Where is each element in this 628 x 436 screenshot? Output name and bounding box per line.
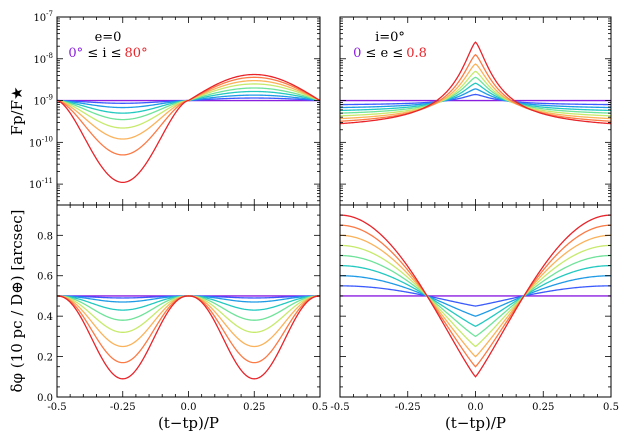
annotation-relation: ≤ e ≤	[361, 46, 403, 61]
series-line-e=0.1	[340, 285, 611, 307]
y-tick-exponent: -8	[46, 52, 53, 60]
panel-top_right: i=0°0 ≤ e ≤0.8	[339, 16, 612, 206]
series-line-i=80°	[56, 295, 321, 380]
series-line-i=80°	[56, 73, 321, 184]
series-line-e=0.3	[339, 82, 612, 112]
series-line-e=0.4	[340, 254, 611, 338]
panel-bottom_left: -0.5 -0.25 0.0 0.25 0.5 0.0 0.2 0.4 0.6 0.8	[37, 204, 328, 413]
series-line-i=70°	[56, 295, 321, 364]
y-tick-label: 10-11	[29, 177, 53, 191]
y-tick-label: 0.4	[37, 312, 53, 323]
y-tick-label: 0.8	[37, 231, 53, 242]
annotation-relation: ≤ i ≤	[83, 46, 121, 61]
annotation-line1: i=0°	[375, 30, 405, 45]
series-line-e=0.7	[339, 53, 612, 122]
annotation-line2: 0° ≤ i ≤ 80°	[68, 46, 147, 61]
y-tick-label: 10-7	[33, 10, 53, 24]
series-line-e=0.2	[340, 275, 611, 317]
series-line-e=0.1	[340, 93, 611, 106]
series-line-e=0.6	[339, 234, 612, 358]
x-tick-label: 0.5	[603, 402, 619, 413]
series-line-i=20°	[56, 94, 321, 109]
series-line-i=30°	[57, 295, 320, 311]
axes-frame	[56, 204, 321, 398]
y-tick-exponent: -11	[42, 177, 53, 185]
x-tick-label: -0.25	[110, 402, 136, 413]
y-tick-exponent: -9	[46, 94, 53, 102]
series-line-e=0.5	[339, 244, 612, 348]
annotation-line1: e=0	[95, 30, 122, 45]
y-axis-label-flux: Fp/F★	[8, 87, 26, 136]
y-tick-label: 10-10	[29, 135, 53, 149]
annotation-min-value: 0	[353, 46, 361, 61]
series-line-e=0.2	[339, 88, 612, 109]
x-axis-label: (t−tp)/P	[158, 414, 219, 432]
x-tick-label: 0.25	[532, 402, 554, 413]
x-tick-label: 0.0	[181, 402, 197, 413]
series-line-e=0.6	[339, 63, 612, 120]
annotation-max-value: 80°	[125, 46, 148, 61]
series-line-e=0.8	[339, 214, 612, 378]
y-tick-label: 0.6	[37, 272, 53, 283]
y-tick-base: 10	[29, 138, 42, 149]
y-tick-label: 0.0	[37, 393, 53, 404]
x-tick-label: 0.25	[243, 402, 265, 413]
series-line-i=70°	[56, 76, 321, 156]
panel-bottom_right: -0.5 -0.25 0.0 0.25 0.5	[330, 204, 619, 413]
x-tick-label: -0.25	[395, 402, 421, 413]
annotation-line2: 0 ≤ e ≤0.8	[353, 46, 427, 61]
x-tick-label: 0.5	[312, 402, 328, 413]
series-line-e=0.3	[339, 264, 612, 327]
y-tick-base: 10	[33, 55, 46, 66]
series-line-e=0.4	[339, 76, 612, 114]
y-tick-exponent: -7	[46, 10, 53, 18]
annotation-max-value: 0.8	[406, 46, 427, 61]
y-tick-label: 10-8	[33, 52, 53, 66]
y-tick-base: 10	[33, 97, 46, 108]
y-tick-label: 0.2	[37, 353, 53, 364]
annotation-min-value: 0°	[68, 46, 83, 61]
y-tick-label: 10-9	[33, 94, 53, 108]
y-tick-exponent: -10	[42, 135, 53, 143]
x-tick-label: 0.0	[468, 402, 484, 413]
series-line-e=0.7	[339, 224, 612, 368]
x-tick-label: -0.5	[47, 402, 66, 413]
x-axis-label: (t−tp)/P	[445, 414, 506, 432]
y-tick-base: 10	[29, 180, 42, 191]
series-line-e=0.5	[339, 70, 612, 117]
y-axis-label-astrometric: δφ (10 pc / D⊕) [arcsec]	[8, 209, 26, 392]
series-line-e=0.8	[339, 41, 612, 125]
y-tick-base: 10	[33, 13, 46, 24]
x-tick-label: -0.5	[330, 402, 349, 413]
